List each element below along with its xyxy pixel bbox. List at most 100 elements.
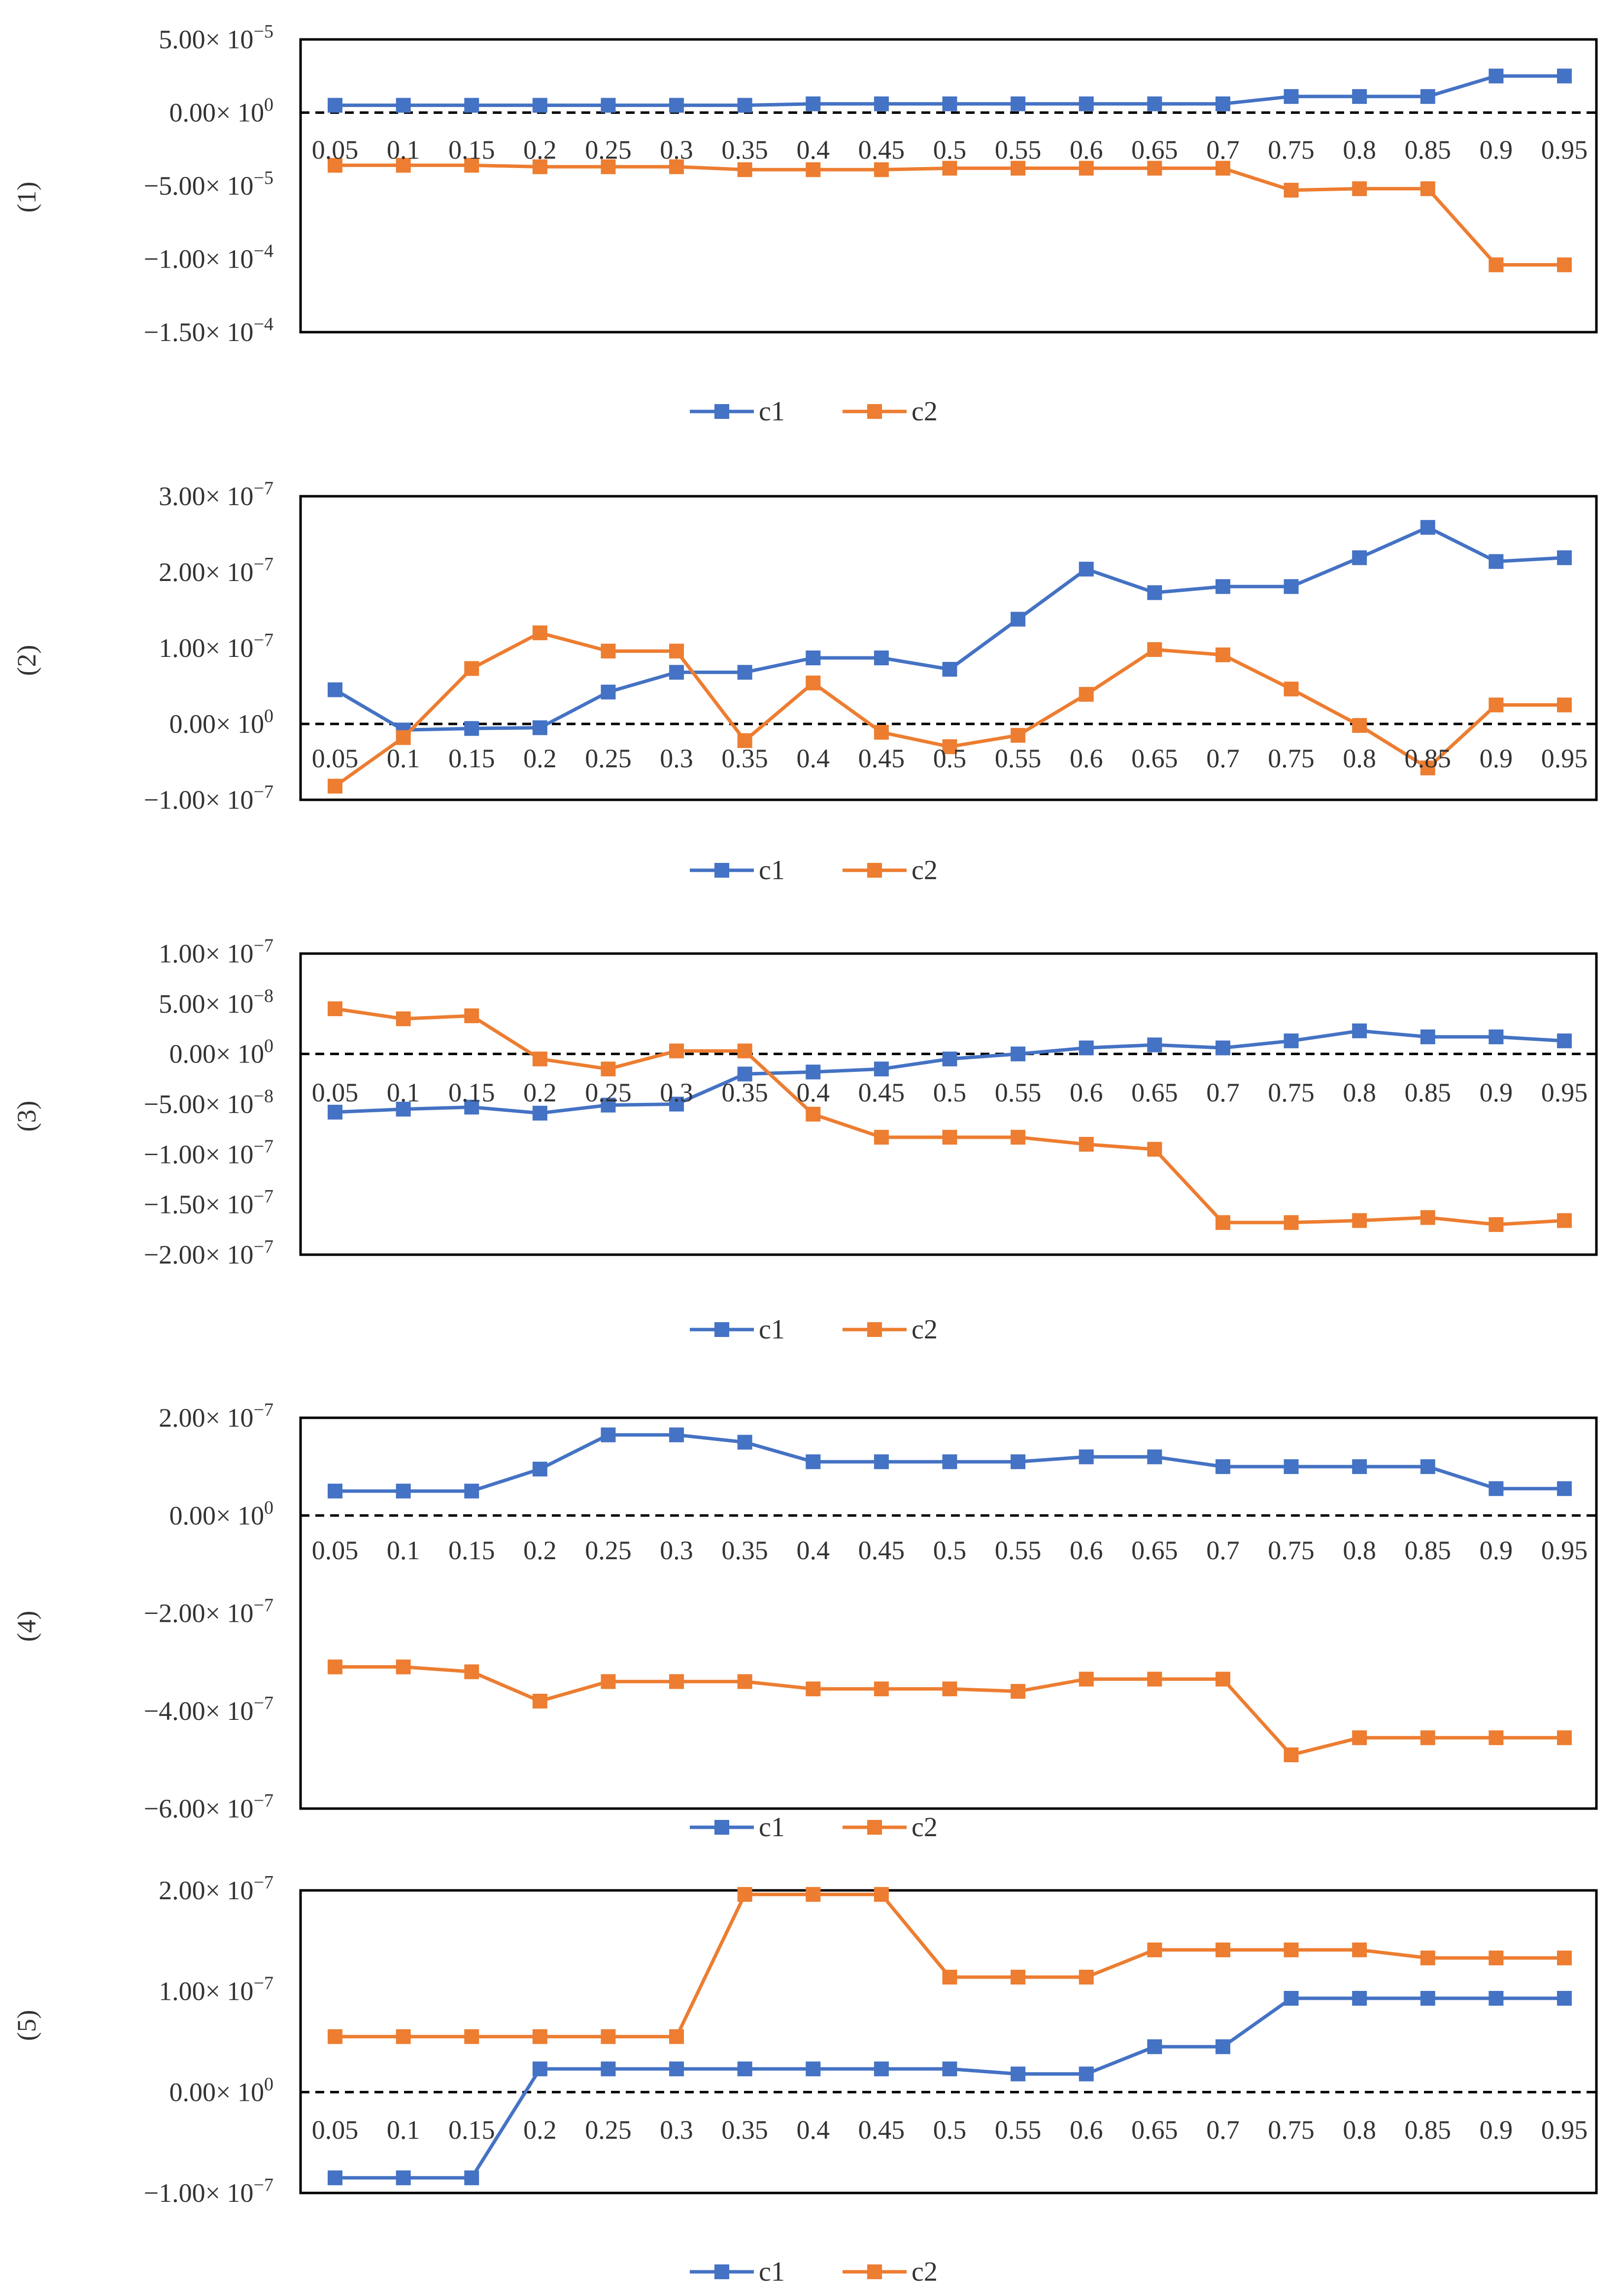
x-tick-label: 0.55 (995, 1536, 1042, 1565)
data-point-c1 (1489, 1481, 1504, 1496)
x-tick-label: 0.1 (387, 135, 420, 165)
x-tick-label: 0.35 (721, 1078, 768, 1107)
data-point-c2 (328, 1001, 342, 1017)
data-point-c1 (1284, 1033, 1299, 1049)
x-tick-label: 0.55 (995, 2115, 1042, 2145)
data-point-c2 (737, 162, 752, 177)
data-point-c1 (737, 2061, 752, 2077)
y-tick-label: −5.00× 10−5 (144, 168, 273, 201)
data-point-c2 (396, 730, 411, 745)
y-tick-label: 0.00× 100 (169, 2074, 273, 2107)
data-point-c2 (1420, 1951, 1435, 1966)
data-point-c2 (1011, 728, 1026, 743)
x-tick-label: 0.5 (933, 744, 967, 773)
x-tick-label: 0.05 (312, 135, 359, 165)
data-point-c2 (1557, 1730, 1572, 1745)
data-point-c1 (669, 1096, 684, 1112)
x-tick-label: 0.7 (1206, 744, 1240, 773)
x-tick-label: 0.9 (1480, 1536, 1513, 1565)
data-point-c2 (1489, 1951, 1504, 1966)
data-point-c1 (874, 650, 889, 666)
data-point-c2 (601, 159, 616, 174)
panel-5: 2.00× 10−7 1.00× 10−7 0.00× 100 −1.00× 10−7… (12, 1872, 1598, 2287)
data-point-c2 (1352, 1213, 1367, 1228)
data-point-c2 (1215, 1672, 1230, 1687)
series-line-c2 (335, 1007, 1565, 1227)
data-point-c2 (1147, 642, 1162, 657)
data-point-c2 (532, 1051, 547, 1066)
data-point-c2 (1215, 647, 1230, 662)
data-point-c1 (464, 1099, 479, 1115)
y-tick-label: 0.00× 100 (169, 706, 273, 739)
x-tick-label: 0.4 (797, 744, 830, 773)
data-point-c2 (1079, 1970, 1094, 1985)
x-tick-label: 0.45 (858, 135, 905, 165)
x-tick-label: 0.15 (448, 1078, 495, 1107)
x-tick-label: 0.75 (1268, 135, 1315, 165)
y-tick-label: 1.00× 10−7 (159, 1973, 273, 2006)
data-point-c1 (1147, 585, 1162, 600)
x-tick-label: 0.2 (523, 1536, 557, 1565)
x-tick-label: 0.05 (312, 744, 359, 773)
plot-frame (299, 1889, 1598, 2194)
x-tick-label: 0.6 (1070, 1078, 1103, 1107)
legend-marker-c1 (714, 863, 729, 878)
y-tick-label: 2.00× 10−7 (159, 554, 273, 587)
x-tick-label: 0.2 (523, 1078, 557, 1107)
panel-label: (3) (12, 1101, 41, 1132)
x-tick-label: 0.35 (721, 2115, 768, 2145)
data-point-c2 (328, 1659, 342, 1675)
data-point-c2 (1420, 1210, 1435, 1225)
data-point-c1 (1557, 1033, 1572, 1049)
panel-1: 5.00× 10−5 0.00× 100 −5.00× 10−5 −1.00× 10−… (12, 21, 1598, 427)
data-point-c2 (942, 1970, 957, 1985)
data-point-c1 (1011, 612, 1026, 627)
x-tick-label: 0.5 (933, 1536, 967, 1565)
data-point-c2 (669, 2029, 684, 2044)
y-tick-label: 0.00× 100 (169, 1036, 273, 1069)
data-point-c1 (669, 1427, 684, 1442)
x-tick-label: 0.75 (1268, 744, 1315, 773)
x-tick-label: 0.65 (1131, 1536, 1178, 1565)
x-tick-label: 0.6 (1070, 1536, 1103, 1565)
data-point-c1 (1557, 1990, 1572, 2006)
x-tick-label: 0.3 (660, 1078, 693, 1107)
data-point-c2 (328, 158, 342, 173)
data-point-c1 (532, 720, 547, 735)
y-tick-label: 2.00× 10−7 (159, 1872, 273, 1905)
data-point-c2 (464, 1664, 479, 1679)
data-point-c2 (1215, 1942, 1230, 1957)
data-point-c1 (1284, 89, 1299, 104)
data-point-c2 (942, 161, 957, 176)
x-tick-label: 0.2 (523, 2115, 557, 2145)
data-point-c2 (1284, 182, 1299, 198)
data-point-c1 (1489, 68, 1504, 84)
x-tick-label: 0.85 (1405, 1078, 1452, 1107)
legend-label-c1: c1 (759, 2257, 785, 2287)
series-line-c2 (335, 1892, 1564, 2039)
data-point-c1 (328, 98, 342, 113)
data-point-c1 (1489, 1029, 1504, 1045)
data-point-c2 (1352, 1730, 1367, 1745)
data-point-c2 (396, 1659, 411, 1675)
data-point-c1 (601, 2061, 616, 2077)
x-tick-label: 0.7 (1206, 2115, 1240, 2145)
data-point-c2 (737, 733, 752, 748)
data-point-c1 (737, 1066, 752, 1082)
x-tick-label: 0.3 (660, 2115, 693, 2145)
data-point-c1 (1215, 1459, 1230, 1474)
legend-label-c2: c2 (912, 1314, 938, 1345)
data-point-c2 (874, 1129, 889, 1145)
data-point-c2 (806, 1887, 821, 1902)
data-point-c1 (942, 2061, 957, 2077)
data-point-c1 (532, 2061, 547, 2077)
data-point-c1 (1079, 1449, 1094, 1465)
data-point-c2 (1079, 161, 1094, 176)
plot-frame (299, 1416, 1598, 1810)
data-point-c1 (328, 1483, 342, 1499)
x-tick-label: 0.3 (660, 744, 693, 773)
y-tick-label: 1.00× 10−7 (159, 935, 273, 968)
data-point-c2 (532, 159, 547, 174)
x-tick-label: 0.15 (448, 1536, 495, 1565)
x-tick-label: 0.35 (721, 744, 768, 773)
